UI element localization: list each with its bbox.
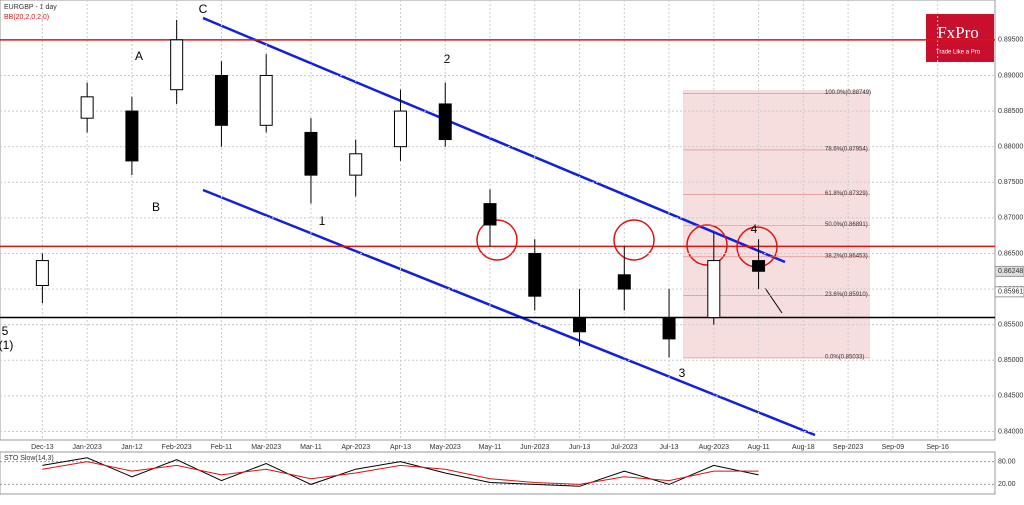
wave-label: A [135,49,143,63]
wave-label: B [152,200,160,214]
tagline: Trade Like a Pro [936,50,981,56]
y-tick-label: 0.87000 [998,215,1023,222]
x-tick-label: Dec-13 [31,444,54,451]
x-tick-label: Aug-18 [792,444,815,451]
x-tick-label: Jul-2023 [611,444,638,451]
fib-label: 23.6%(0.85910) [825,292,868,298]
fib-label: 0.0%(0.85033) [825,354,864,360]
wave-label: 1 [319,214,326,228]
candle-body [80,96,94,119]
osc-line [42,457,759,487]
channel-top [202,16,786,264]
candle-body [259,74,273,126]
y-tick-label: 0.87500 [998,179,1023,186]
candle-body [483,203,497,226]
candle-body [573,317,587,333]
candle-body [393,110,407,148]
circle [686,224,728,266]
y-tick-label: 0.88000 [998,144,1023,151]
candle-body [528,252,542,297]
price-label: 0.86248 [998,268,1023,275]
osc-tick-label: 80.00 [998,458,1016,465]
x-tick-label: Jun-2023 [520,444,549,451]
x-tick-label: Jun-13 [569,444,591,451]
x-tick-label: Jan-2023 [73,444,102,451]
fib-label: 100.0%(0.88749) [825,90,871,96]
candle-body [214,74,228,126]
x-tick-label: May-2023 [430,444,461,451]
wave-label: 2 [444,52,451,66]
oscillator-frame [0,451,996,495]
x-tick-label: Sep-2023 [833,444,863,451]
fib-label: 78.6%(0.87954) [825,147,868,153]
x-tick-label: Mar-2023 [251,444,281,451]
y-tick-label: 0.89000 [998,72,1023,79]
wave-label: 5 [2,324,9,338]
chart-title: EURGBP - 1 day [4,4,57,11]
x-tick-label: Sep-16 [926,444,949,451]
arrow [764,287,783,314]
candle-body [662,317,676,340]
logo-box [926,14,994,62]
y-tick-label: 0.84000 [998,428,1023,435]
candle-body [304,131,318,176]
candle-body [617,274,631,290]
y-tick-label: 0.85000 [998,357,1023,364]
y-tick-label: 0.86500 [998,250,1023,257]
x-tick-label: May-11 [479,444,502,451]
channel-bottom [202,188,816,437]
candle-body [170,39,184,91]
y-tick-label: 0.84500 [998,393,1023,400]
wave-label: 4 [751,222,758,236]
logo: FxPro [937,23,979,42]
osc-line [42,461,759,485]
x-tick-label: Apr-13 [390,444,411,451]
wave-label: 3 [679,366,686,380]
candle-body [35,260,49,287]
x-tick-label: Jul-13 [660,444,679,451]
fib-label: 61.8%(0.87329) [825,191,868,197]
circle [613,219,655,261]
candle-body [707,260,721,319]
price-box [994,286,1024,298]
candle-body [752,260,766,272]
y-tick-label: 0.88500 [998,108,1023,115]
oscillator-title: STO Slow(14,3) [4,455,54,462]
y-tick-label: 0.85500 [998,322,1023,329]
candle-body [125,110,139,162]
candle-body [349,153,363,176]
fib-label: 50.0%(0.86891) [825,222,868,228]
x-tick-label: Mar-11 [300,444,322,451]
circle [476,219,518,261]
candle-body [438,103,452,141]
price-box [994,265,1024,277]
x-tick-label: Aug-11 [748,444,770,451]
x-tick-label: Jan-12 [121,444,143,451]
price-label: 0.85961 [998,289,1023,296]
x-tick-label: Aug-2023 [699,444,729,451]
x-tick-label: Feb-11 [211,444,233,451]
subtitle: BB(20,2,0,2,0) [4,14,49,21]
x-tick-label: Apr-2023 [341,444,370,451]
y-tick-label: 0.89500 [998,37,1023,44]
wave-label: (1) [0,338,13,352]
osc-tick-label: 20.00 [998,481,1016,488]
x-tick-label: Sep-09 [882,444,905,451]
x-tick-label: Feb-2023 [162,444,192,451]
wave-label: C [199,2,208,16]
fib-label: 38.2%(0.86453) [825,253,868,259]
